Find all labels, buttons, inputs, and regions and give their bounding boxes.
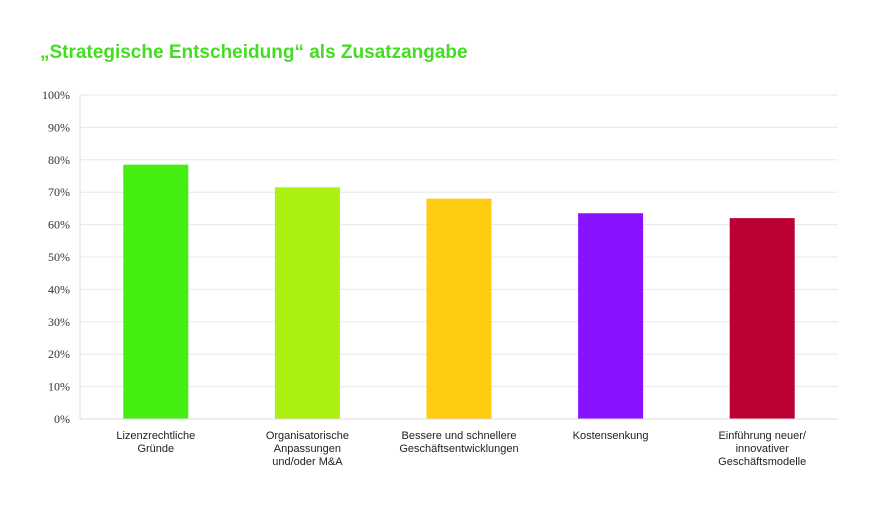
y-tick-label: 30% <box>48 315 70 329</box>
bar <box>578 213 644 419</box>
y-tick-label: 70% <box>48 185 70 199</box>
y-tick-label: 50% <box>48 250 70 264</box>
y-tick-label: 10% <box>48 380 70 394</box>
y-tick-label: 100% <box>42 88 70 102</box>
y-tick-label: 90% <box>48 120 70 134</box>
x-tick-label: Einführung neuer/innovativer Geschäftsmod… <box>718 430 807 468</box>
x-tick-label: Organisatorische Anpassungen und/oder M&A <box>266 430 349 468</box>
y-tick-label: 40% <box>48 282 70 296</box>
y-tick-label: 20% <box>48 347 70 361</box>
bar <box>274 187 340 419</box>
y-tick-label: 0% <box>54 412 70 426</box>
chart-title: „Strategische Entscheidung“ als Zusatzan… <box>40 42 468 63</box>
bar <box>123 164 189 419</box>
x-tick-label: Bessere und schnellere Geschäftsentwicklu… <box>399 430 518 455</box>
y-tick-label: 80% <box>48 153 70 167</box>
y-tick-label: 60% <box>48 218 70 232</box>
bar <box>426 198 492 419</box>
x-tick-label: Lizenzrechtliche Gründe <box>116 430 195 455</box>
bar <box>729 218 795 419</box>
x-tick-label: Kostensenkung <box>573 430 649 442</box>
